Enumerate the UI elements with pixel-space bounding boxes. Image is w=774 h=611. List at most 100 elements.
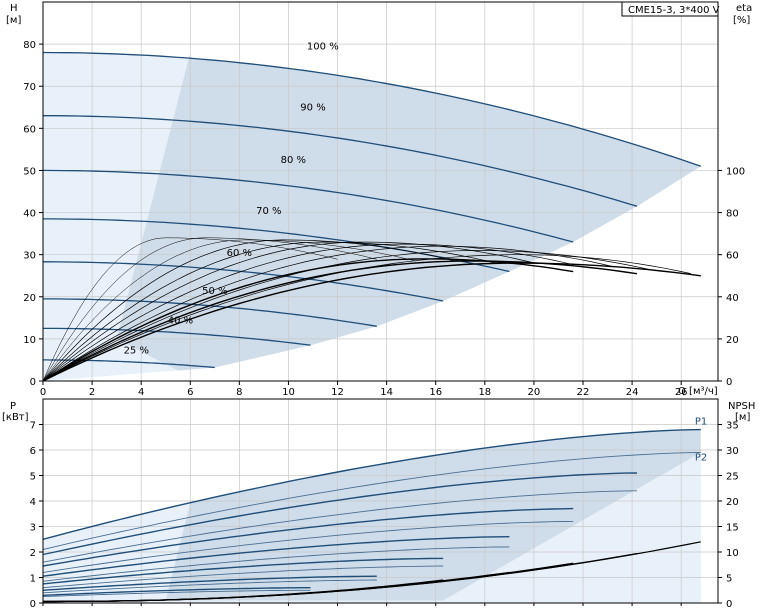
p2-curve-0	[42, 452, 701, 550]
efficiency-curve-8	[42, 250, 652, 382]
efficiency-curve-5	[42, 241, 534, 382]
power-tick-label: 2	[30, 548, 36, 559]
x-tick-label: 20	[528, 387, 541, 398]
model-label: CME15-3, 3*400 V	[628, 5, 720, 16]
power-tick-label: 7	[30, 421, 36, 432]
eta-tick-label: 40	[726, 293, 739, 304]
head-tick-label: 70	[23, 82, 36, 93]
power-axis-label: P	[10, 401, 16, 412]
x-tick-label: 12	[331, 387, 344, 398]
npsh-tick-label: 5	[726, 574, 732, 585]
p2-curve-4	[42, 565, 444, 589]
p1-curve-0	[42, 428, 701, 540]
npsh-tick-label: 10	[726, 548, 739, 559]
eta-tick-label: 60	[726, 251, 739, 262]
p1-curve-5	[42, 575, 377, 591]
npsh-axis-unit: [м]	[735, 412, 750, 423]
npsh-axis-label: NPSH	[728, 401, 755, 412]
dark-operating-region	[116, 52, 701, 371]
efficiency-bold-curve-2	[42, 262, 701, 382]
head-tick-label: 60	[23, 124, 36, 135]
p2-curve-1	[42, 490, 638, 563]
x-tick-label: 26	[675, 387, 688, 398]
x-tick-label: 10	[282, 387, 295, 398]
eta-axis-unit: [%]	[733, 15, 750, 26]
npsh-tick-label: 35	[726, 421, 739, 432]
head-curve-label: 90 %	[300, 103, 325, 114]
p1-curve-3	[42, 536, 510, 577]
head-curve-2	[42, 169, 574, 243]
x-tick-label: 22	[577, 387, 590, 398]
head-curve-1	[43, 115, 638, 207]
eta-tick-label: 20	[726, 335, 739, 346]
npsh-tick-label: 0	[726, 599, 732, 610]
x-tick-label: 0	[40, 387, 46, 398]
npsh-tick-label: 30	[726, 446, 739, 457]
p1-curve-4	[42, 557, 444, 585]
x-tick-label: 2	[89, 387, 95, 398]
eta-axis-label: eta	[736, 3, 752, 14]
power-tick-label: 5	[30, 472, 36, 483]
head-tick-label: 40	[23, 209, 36, 220]
x-tick-label: 16	[429, 387, 442, 398]
efficiency-curve-3	[42, 239, 456, 382]
power-tick-label: 3	[30, 523, 36, 534]
p2-curve-6	[42, 589, 311, 598]
head-curve-0	[42, 51, 702, 167]
npsh-tick-label: 20	[726, 497, 739, 508]
efficiency-curve-1	[42, 237, 377, 382]
head-curve-label: 60 %	[227, 248, 252, 259]
efficiency-curve-4	[42, 241, 495, 382]
x-tick-label: 6	[187, 387, 193, 398]
eta-tick-label: 80	[726, 209, 739, 220]
head-curve-label: 70 %	[256, 206, 281, 217]
efficiency-curve-2	[42, 239, 417, 382]
x-tick-label: 24	[626, 387, 639, 398]
head-tick-label: 20	[23, 293, 36, 304]
npsh-tick-label: 15	[726, 523, 739, 534]
p1-label: P1	[695, 417, 707, 428]
head-tick-label: 10	[23, 335, 36, 346]
npsh-tick-label: 25	[726, 472, 739, 483]
efficiency-curve-7	[42, 245, 613, 382]
head-curve-6	[43, 327, 311, 346]
npsh-curve-4	[43, 579, 444, 603]
head-curve-label: 100 %	[307, 42, 339, 53]
head-tick-label: 80	[23, 40, 36, 51]
x-tick-label: 4	[138, 387, 144, 398]
head-curve-label: 50 %	[202, 286, 227, 297]
p1-curve-1	[42, 472, 638, 556]
power-axis-unit: [кВт]	[2, 412, 29, 423]
head-curve-label: 80 %	[281, 155, 306, 166]
eta-tick-label: 0	[726, 377, 732, 388]
p1-curve-6	[42, 587, 311, 597]
model-label-box	[621, 1, 719, 17]
power-npsh-panel: P1 P2 0 1 2 3 4 5 6 7 0 5 10 15 20 25 30 35 P [кВт] NPSH…	[2, 398, 755, 610]
head-curve-label: 40 %	[168, 315, 193, 326]
x-tick-label: 8	[236, 387, 242, 398]
p2-curve-2	[42, 520, 574, 573]
eta-tick-label: 100	[726, 166, 745, 177]
head-panel-frame	[42, 1, 719, 382]
x-tick-label: 18	[478, 387, 491, 398]
power-tick-label: 1	[30, 574, 36, 585]
head-curve-4	[43, 261, 444, 302]
efficiency-curve-6	[42, 243, 574, 382]
power-tick-label: 6	[30, 446, 36, 457]
power-tick-label: 4	[30, 497, 36, 508]
p1-curve-2	[42, 507, 574, 567]
head-curve-label: 25 %	[124, 346, 149, 357]
p2-curve-3	[42, 546, 510, 582]
head-tick-label: 0	[30, 377, 36, 388]
p2-label: P2	[695, 453, 707, 464]
power-tick-label: 0	[30, 599, 36, 610]
head-axis-label: H	[10, 3, 18, 14]
flow-axis-label: Q [м³/ч]	[678, 386, 718, 397]
head-tick-label: 50	[23, 166, 36, 177]
efficiency-curve-0	[42, 237, 338, 382]
x-tick-label: 14	[380, 387, 393, 398]
head-axis-unit: [м]	[6, 15, 21, 26]
p2-curve-5	[42, 579, 377, 594]
